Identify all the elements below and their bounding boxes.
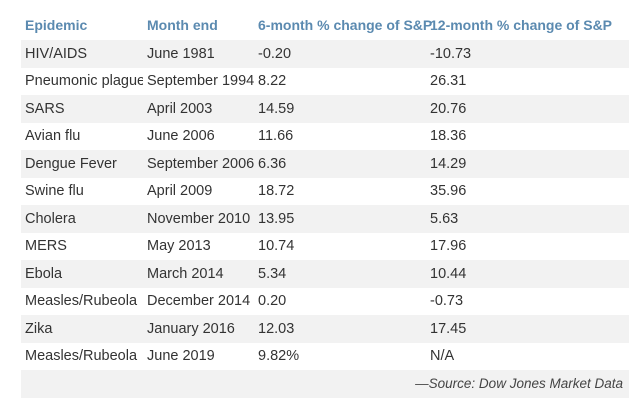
- header-row: Epidemic Month end 6-month % change of S…: [21, 10, 629, 40]
- source-row: —Source: Dow Jones Market Data: [21, 370, 629, 398]
- cell-epidemic: Measles/Rubeola: [21, 287, 143, 315]
- cell-6-month-change: 14.59: [254, 95, 426, 123]
- cell-epidemic: HIV/AIDS: [21, 40, 143, 68]
- cell-month-end: March 2014: [143, 260, 254, 288]
- cell-epidemic: Swine flu: [21, 177, 143, 205]
- table-row: Zika January 2016 12.03 17.45: [21, 315, 629, 343]
- cell-epidemic: Zika: [21, 315, 143, 343]
- cell-epidemic: Pneumonic plague: [21, 67, 143, 95]
- header-12-month-change: 12-month % change of S&P: [430, 17, 613, 33]
- cell-epidemic: SARS: [21, 95, 143, 123]
- table-row: Measles/Rubeola June 2019 9.82% N/A: [21, 342, 629, 370]
- cell-month-end: April 2009: [143, 177, 254, 205]
- cell-month-end: May 2013: [143, 232, 254, 260]
- table-body: HIV/AIDS June 1981 -0.20 -10.73 Pneumonic pl…: [21, 40, 629, 398]
- cell-12-month-change: N/A: [426, 342, 629, 370]
- cell-6-month-change: 10.74: [254, 232, 426, 260]
- cell-12-month-change: -10.73: [426, 40, 629, 68]
- table-row: SARS April 2003 14.59 20.76: [21, 95, 629, 123]
- cell-6-month-change: 8.22: [254, 67, 426, 95]
- cell-epidemic: MERS: [21, 232, 143, 260]
- cell-month-end: September 2006: [143, 150, 254, 178]
- cell-12-month-change: -0.73: [426, 287, 629, 315]
- header-6-month-change: 6-month % change of S&P: [258, 17, 433, 33]
- cell-month-end: April 2003: [143, 95, 254, 123]
- table-row: Ebola March 2014 5.34 10.44: [21, 260, 629, 288]
- cell-6-month-change: 9.82%: [254, 342, 426, 370]
- cell-epidemic: Measles/Rubeola: [21, 342, 143, 370]
- source-note: —Source: Dow Jones Market Data: [143, 370, 629, 398]
- table-row: HIV/AIDS June 1981 -0.20 -10.73: [21, 40, 629, 68]
- cell-12-month-change: 35.96: [426, 177, 629, 205]
- cell-month-end: January 2016: [143, 315, 254, 343]
- cell-epidemic: Cholera: [21, 205, 143, 233]
- cell-6-month-change: 13.95: [254, 205, 426, 233]
- cell-6-month-change: 11.66: [254, 122, 426, 150]
- cell-6-month-change: 18.72: [254, 177, 426, 205]
- header-epidemic: Epidemic: [25, 17, 88, 33]
- cell-epidemic: Ebola: [21, 260, 143, 288]
- cell-6-month-change: -0.20: [254, 40, 426, 68]
- cell-epidemic: Avian flu: [21, 122, 143, 150]
- cell-month-end: December 2014: [143, 287, 254, 315]
- cell-month-end: June 2006: [143, 122, 254, 150]
- cell-6-month-change: 12.03: [254, 315, 426, 343]
- cell-12-month-change: 5.63: [426, 205, 629, 233]
- cell-12-month-change: 10.44: [426, 260, 629, 288]
- cell-epidemic: Dengue Fever: [21, 150, 143, 178]
- cell-12-month-change: 26.31: [426, 67, 629, 95]
- header-month-end: Month end: [147, 17, 218, 33]
- table-row: Cholera November 2010 13.95 5.63: [21, 205, 629, 233]
- cell-month-end: June 2019: [143, 342, 254, 370]
- cell-6-month-change: 5.34: [254, 260, 426, 288]
- cell-month-end: September 1994: [143, 67, 254, 95]
- table-row: Pneumonic plague September 1994 8.22 26.31: [21, 67, 629, 95]
- cell-12-month-change: 14.29: [426, 150, 629, 178]
- table-row: Measles/Rubeola December 2014 0.20 -0.73: [21, 287, 629, 315]
- cell-12-month-change: 17.45: [426, 315, 629, 343]
- source-row-blank: [21, 370, 143, 398]
- cell-12-month-change: 17.96: [426, 232, 629, 260]
- table-row: Dengue Fever September 2006 6.36 14.29: [21, 150, 629, 178]
- cell-12-month-change: 20.76: [426, 95, 629, 123]
- cell-month-end: November 2010: [143, 205, 254, 233]
- table-row: Swine flu April 2009 18.72 35.96: [21, 177, 629, 205]
- cell-6-month-change: 0.20: [254, 287, 426, 315]
- table-row: Avian flu June 2006 11.66 18.36: [21, 122, 629, 150]
- epidemic-table-container: Epidemic Month end 6-month % change of S…: [21, 10, 629, 398]
- cell-6-month-change: 6.36: [254, 150, 426, 178]
- cell-12-month-change: 18.36: [426, 122, 629, 150]
- epidemic-sp-table: Epidemic Month end 6-month % change of S…: [21, 10, 629, 398]
- table-row: MERS May 2013 10.74 17.96: [21, 232, 629, 260]
- cell-month-end: June 1981: [143, 40, 254, 68]
